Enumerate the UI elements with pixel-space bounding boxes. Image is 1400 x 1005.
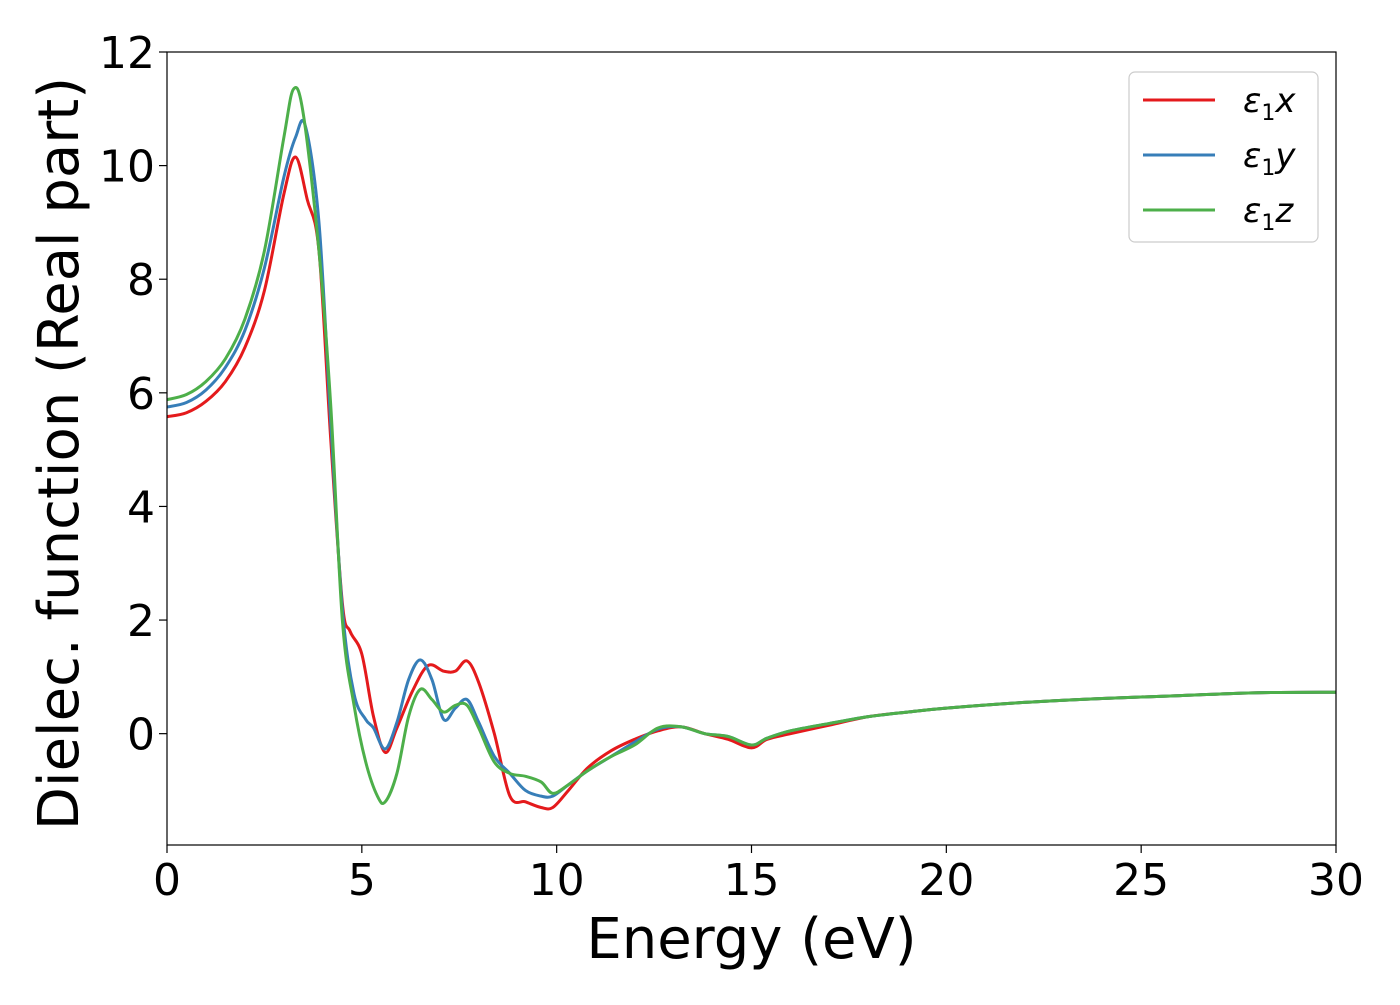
plot-lines — [167, 86, 1336, 811]
y-tick-label: 6 — [127, 369, 155, 420]
x-axis-ticks: 0 5 10 15 20 25 30 — [153, 845, 1364, 906]
legend-entry-label: ε1y — [1243, 136, 1296, 181]
series-line-x — [167, 155, 1336, 811]
legend-box — [1128, 71, 1319, 243]
y-tick-label: 4 — [127, 482, 155, 533]
legend-entry-label: ε1x — [1243, 81, 1296, 126]
series-line-z — [167, 86, 1336, 805]
y-tick-label: 12 — [99, 28, 155, 79]
legend-entry-label: ε1z — [1243, 191, 1294, 236]
x-tick-label: 30 — [1308, 855, 1364, 906]
x-tick-label: 25 — [1113, 855, 1169, 906]
y-axis-ticks: 0 2 4 6 8 10 12 — [99, 28, 167, 761]
x-tick-label: 5 — [348, 855, 376, 906]
y-tick-label: 2 — [127, 596, 155, 647]
y-tick-label: 8 — [127, 255, 155, 306]
y-axis-label: Dielec. function (Real part) — [27, 77, 92, 830]
x-tick-label: 10 — [529, 855, 585, 906]
legend: ε1x ε1y ε1z — [1128, 71, 1319, 243]
y-tick-label: 10 — [99, 142, 155, 193]
x-tick-label: 0 — [153, 855, 181, 906]
x-tick-label: 15 — [724, 855, 780, 906]
y-tick-label: 0 — [127, 710, 155, 761]
x-axis-label: Energy (eV) — [586, 907, 916, 972]
x-tick-label: 20 — [918, 855, 974, 906]
